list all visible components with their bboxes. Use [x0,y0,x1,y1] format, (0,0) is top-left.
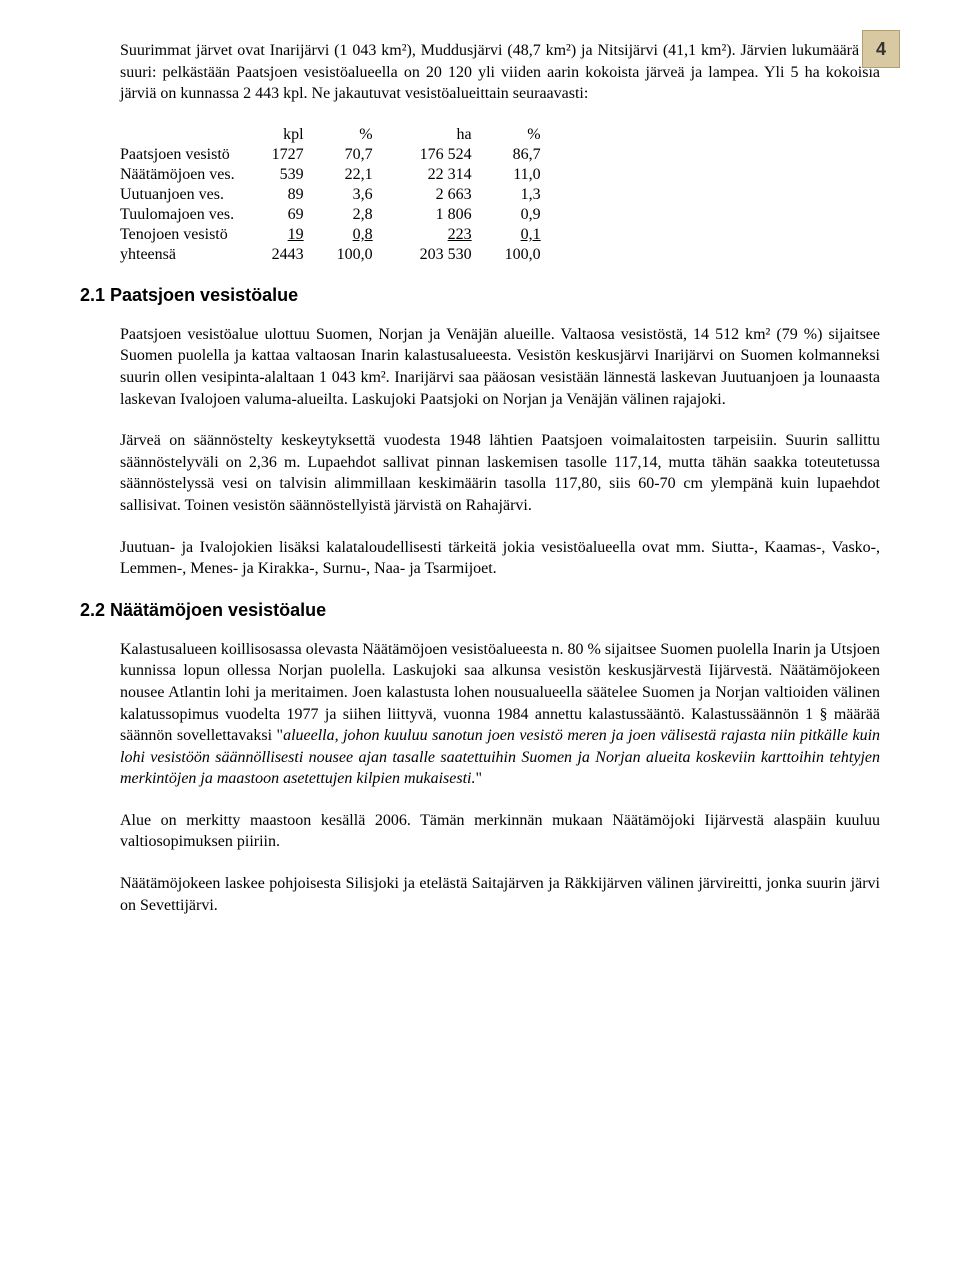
s21-paragraph-2: Järveä on säännöstelty keskeytyksettä vu… [120,430,880,516]
header-ha: ha [387,125,486,145]
row-ha: 22 314 [387,165,486,185]
lake-distribution-table: kpl % ha % Paatsjoen vesistö 1727 70,7 1… [120,125,555,265]
row-pct2: 0,1 [486,225,555,245]
row-pct1: 2,8 [318,205,387,225]
table-row: Tuulomajoen ves. 69 2,8 1 806 0,9 [120,205,555,225]
header-pct2: % [486,125,555,145]
row-pct1: 22,1 [318,165,387,185]
row-name: yhteensä [120,245,249,265]
row-ha: 203 530 [387,245,486,265]
s21-paragraph-1: Paatsjoen vesistöalue ulottuu Suomen, No… [120,324,880,410]
header-pct1: % [318,125,387,145]
row-kpl: 69 [249,205,318,225]
row-pct1: 100,0 [318,245,387,265]
table-row: Uutuanjoen ves. 89 3,6 2 663 1,3 [120,185,555,205]
intro-paragraph: Suurimmat järvet ovat Inarijärvi (1 043 … [120,40,880,105]
row-ha: 2 663 [387,185,486,205]
row-ha: 1 806 [387,205,486,225]
page-number-value: 4 [876,39,886,60]
table-row: Näätämöjoen ves. 539 22,1 22 314 11,0 [120,165,555,185]
s22-paragraph-1: Kalastusalueen koillisosassa olevasta Nä… [120,639,880,790]
row-pct2: 100,0 [486,245,555,265]
row-kpl: 2443 [249,245,318,265]
s22-p1-part-b: " [476,770,483,787]
table-row-teno: Tenojoen vesistö 19 0,8 223 0,1 [120,225,555,245]
row-pct2: 86,7 [486,145,555,165]
row-kpl: 1727 [249,145,318,165]
s22-paragraph-2: Alue on merkitty maastoon kesällä 2006. … [120,810,880,853]
row-kpl: 89 [249,185,318,205]
row-ha: 223 [387,225,486,245]
table-header-row: kpl % ha % [120,125,555,145]
row-pct1: 3,6 [318,185,387,205]
row-pct2: 0,9 [486,205,555,225]
section-heading-2-2: 2.2 Näätämöjoen vesistöalue [80,600,880,621]
row-name: Uutuanjoen ves. [120,185,249,205]
row-kpl: 539 [249,165,318,185]
table-row: Paatsjoen vesistö 1727 70,7 176 524 86,7 [120,145,555,165]
row-pct1: 0,8 [318,225,387,245]
row-ha: 176 524 [387,145,486,165]
page-number: 4 [862,30,900,68]
row-kpl: 19 [249,225,318,245]
s22-paragraph-3: Näätämöjokeen laskee pohjoisesta Silisjo… [120,873,880,916]
section-heading-2-1: 2.1 Paatsjoen vesistöalue [80,285,880,306]
row-name: Tuulomajoen ves. [120,205,249,225]
row-name: Näätämöjoen ves. [120,165,249,185]
s21-paragraph-3: Juutuan- ja Ivalojokien lisäksi kalatalo… [120,537,880,580]
header-kpl: kpl [249,125,318,145]
row-pct2: 1,3 [486,185,555,205]
row-pct2: 11,0 [486,165,555,185]
row-pct1: 70,7 [318,145,387,165]
table-row-total: yhteensä 2443 100,0 203 530 100,0 [120,245,555,265]
row-name: Paatsjoen vesistö [120,145,249,165]
row-name: Tenojoen vesistö [120,225,249,245]
